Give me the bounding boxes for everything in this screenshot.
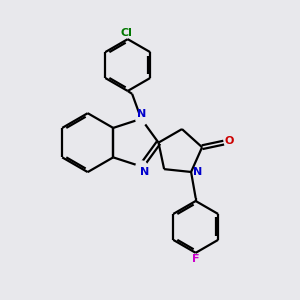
- Text: N: N: [140, 167, 149, 177]
- Text: O: O: [225, 136, 234, 146]
- Text: N: N: [136, 109, 146, 118]
- Text: Cl: Cl: [120, 28, 132, 38]
- Text: F: F: [192, 254, 200, 264]
- Text: N: N: [193, 167, 202, 177]
